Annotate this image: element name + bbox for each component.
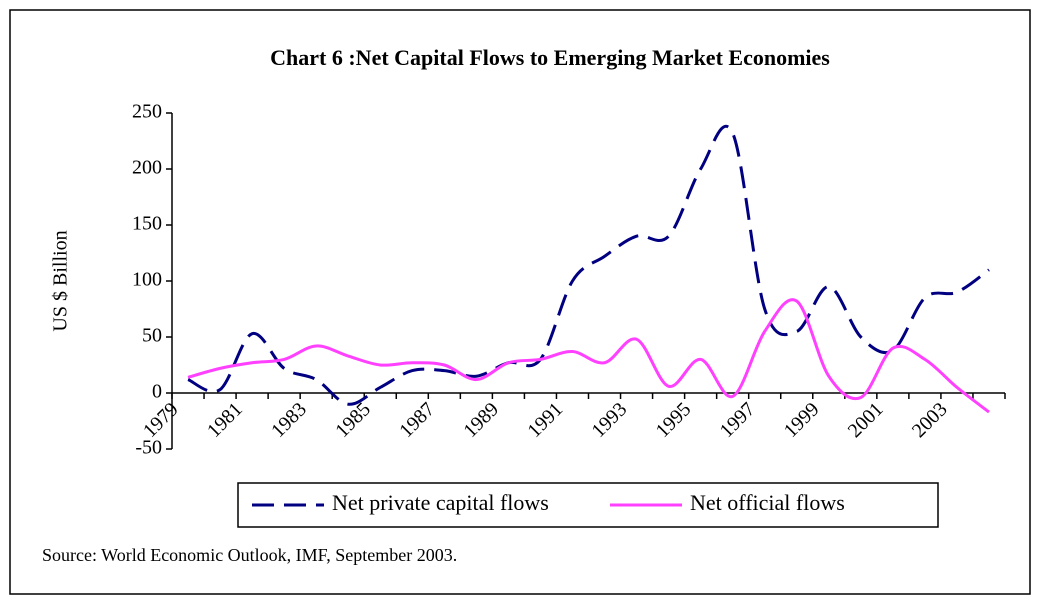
y-tick-label: -50: [135, 437, 162, 459]
y-tick-label: 200: [132, 157, 162, 179]
series-line: [187, 124, 990, 406]
series-line: [187, 298, 990, 414]
legend-label: Net official flows: [690, 490, 845, 515]
chart-title: Chart 6 :Net Capital Flows to Emerging M…: [270, 45, 830, 70]
legend-label: Net private capital flows: [332, 490, 549, 515]
y-axis-label: US $ Billion: [50, 230, 72, 331]
y-tick-label: 150: [132, 213, 162, 235]
legend-box: [237, 482, 939, 528]
y-tick-label: 250: [132, 101, 162, 123]
y-tick-label: 0: [152, 381, 162, 403]
y-tick-label: 100: [132, 269, 162, 291]
y-tick-label: 50: [142, 325, 162, 347]
source-note: Source: World Economic Outlook, IMF, Sep…: [42, 545, 457, 565]
